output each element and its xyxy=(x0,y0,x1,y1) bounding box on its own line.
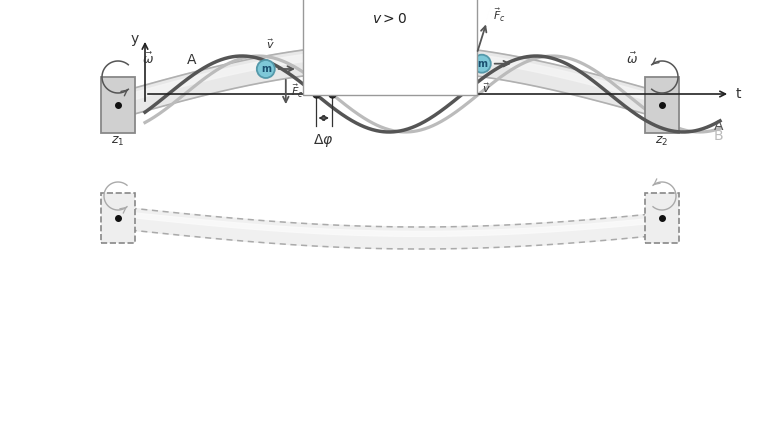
Text: $\vec{\omega}$: $\vec{\omega}$ xyxy=(142,51,154,67)
Polygon shape xyxy=(120,49,660,104)
Text: $\vec{\omega}$: $\vec{\omega}$ xyxy=(626,51,638,67)
Bar xyxy=(101,77,135,133)
Text: A: A xyxy=(714,119,723,133)
Text: t: t xyxy=(736,87,741,101)
Text: A: A xyxy=(187,53,197,67)
Text: m: m xyxy=(261,64,271,74)
Text: $\Delta\varphi$: $\Delta\varphi$ xyxy=(314,132,334,149)
Text: y: y xyxy=(131,32,139,46)
Polygon shape xyxy=(120,44,660,118)
Text: $z_1$: $z_1$ xyxy=(111,135,125,148)
Bar xyxy=(101,193,135,243)
Text: $z_2$: $z_2$ xyxy=(655,135,668,148)
Text: $\vec{v}$: $\vec{v}$ xyxy=(267,37,275,51)
Bar xyxy=(645,77,679,133)
Text: $\vec{F}_c$: $\vec{F}_c$ xyxy=(493,7,506,24)
Text: $\vec{F}_c$: $\vec{F}_c$ xyxy=(291,82,304,100)
Text: m: m xyxy=(476,59,487,69)
Text: B: B xyxy=(429,32,438,46)
Text: $\vec{v}$: $\vec{v}$ xyxy=(483,82,491,95)
Polygon shape xyxy=(120,207,660,249)
Text: $v > 0$: $v > 0$ xyxy=(372,12,408,26)
Bar xyxy=(645,193,679,243)
Circle shape xyxy=(473,55,491,72)
Circle shape xyxy=(257,60,274,78)
Text: B: B xyxy=(714,129,724,143)
Polygon shape xyxy=(120,211,660,237)
